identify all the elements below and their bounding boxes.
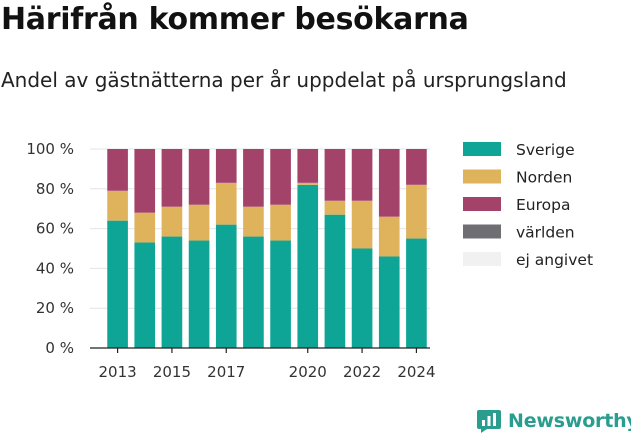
bar-segment: [406, 184, 427, 239]
x-tick-label: 2013: [98, 363, 136, 381]
brand-name: Newsworthy: [508, 410, 631, 432]
y-tick-label: 40 %: [36, 259, 74, 277]
legend-label: ej angivet: [516, 251, 593, 269]
newsworthy-logo-icon: [477, 410, 501, 433]
bar-segment: [107, 149, 128, 191]
bar-segment: [297, 184, 319, 348]
legend-label: Norden: [516, 169, 572, 187]
bar-segment: [351, 149, 373, 201]
legend-swatch: [463, 169, 501, 184]
bar-segment: [324, 214, 346, 348]
x-tick-label: 2015: [153, 363, 191, 381]
bar-segment: [188, 204, 210, 241]
legend-label: världen: [516, 224, 575, 242]
bar-segment: [134, 242, 156, 348]
bar-segment: [134, 149, 156, 213]
legend-label: Sverige: [516, 141, 575, 159]
bar-segment: [297, 149, 319, 183]
y-tick-label: 100 %: [26, 140, 74, 158]
bar-segment: [243, 149, 264, 207]
bar-segment: [351, 248, 373, 348]
newsworthy-logo: Newsworthy: [476, 408, 631, 434]
bar-segment: [270, 204, 291, 241]
bar-segment: [297, 182, 319, 185]
legend-swatch: [463, 142, 501, 156]
bar-segment: [134, 212, 156, 243]
y-tick-label: 20 %: [36, 299, 74, 317]
legend-swatch: [463, 224, 501, 239]
legend-label: Europa: [516, 196, 570, 214]
x-tick-label: 2024: [397, 363, 435, 381]
y-tick-label: 0 %: [45, 339, 74, 357]
bar-segment: [406, 238, 427, 348]
bar-segment: [215, 182, 237, 225]
chart-subtitle: Andel av gästnätterna per år uppdelat på…: [1, 68, 567, 92]
bar-segment: [378, 149, 400, 217]
bar-segment: [215, 224, 237, 348]
bar-segment: [324, 200, 346, 215]
bar-segment: [243, 236, 264, 348]
bar-segment: [107, 220, 128, 348]
bar-segment: [188, 240, 210, 348]
x-tick-label: 2022: [343, 363, 381, 381]
bar-segment: [406, 149, 427, 185]
bar-segment: [161, 149, 183, 207]
bar-segment: [270, 240, 291, 348]
legend-swatch: [463, 197, 501, 211]
y-tick-label: 80 %: [36, 180, 74, 198]
bar-segment: [243, 206, 264, 237]
chart-title: Härifrån kommer besökarna: [1, 2, 469, 37]
bar-segment: [324, 149, 346, 201]
x-tick-label: 2020: [289, 363, 327, 381]
bar-segment: [161, 206, 183, 237]
bar-segment: [378, 256, 400, 348]
bar-segment: [161, 236, 183, 348]
bar-segment: [215, 149, 237, 183]
y-tick-label: 60 %: [36, 220, 74, 238]
stacked-bar-chart: 0 % 20 % 40 % 60 % 80 % 100 % 2013 2015 2017 2020…: [26, 140, 593, 381]
bar-segment: [351, 200, 373, 249]
bar-segment: [270, 149, 291, 205]
x-tick-label: 2017: [207, 363, 245, 381]
bar-segment: [107, 190, 128, 221]
bar-segment: [188, 149, 210, 205]
legend-swatch: [463, 252, 501, 266]
bar-segment: [378, 216, 400, 257]
